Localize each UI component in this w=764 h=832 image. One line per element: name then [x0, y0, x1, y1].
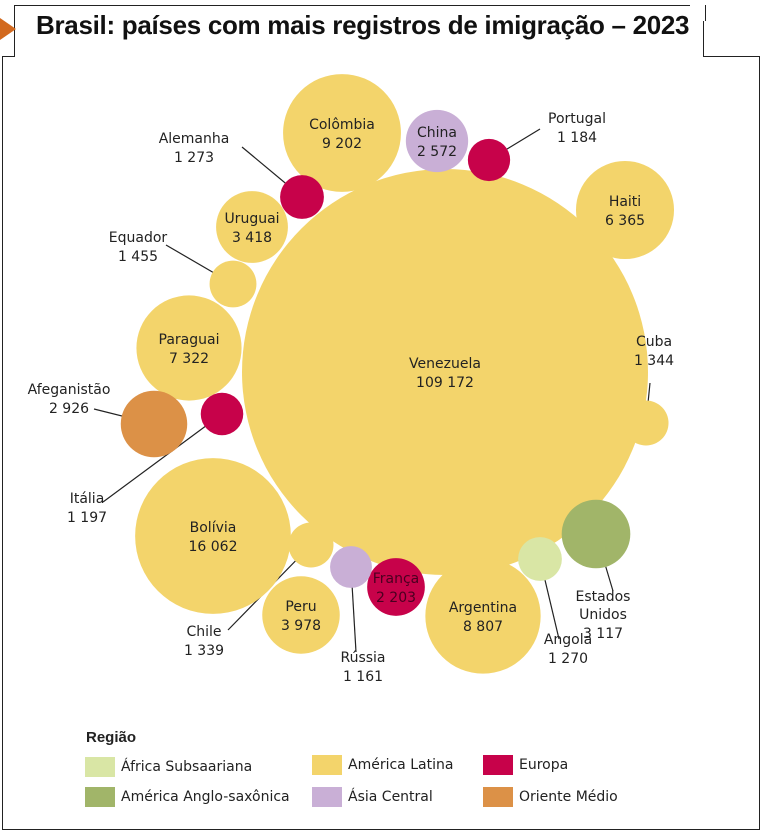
bubble-value-alemanha: 1 273 [174, 150, 214, 166]
bubble-afeganistao [120, 390, 188, 458]
bubble-label-haiti: Haiti [609, 194, 641, 210]
legend-item-africa-subsaariana: África Subsaariana [85, 756, 252, 778]
legend-swatch [312, 787, 342, 807]
bubble-value-russia: 1 161 [343, 669, 383, 685]
bubble-label-russia: Rússia [340, 650, 385, 666]
legend-item-oriente-medio: Oriente Médio [483, 786, 618, 808]
bubble-angola [518, 537, 562, 581]
legend-label: América Latina [348, 757, 454, 773]
bubble-value-cuba: 1 344 [634, 353, 674, 369]
legend-swatch [85, 787, 115, 807]
legend-item-america-anglo-saxonica: América Anglo-saxônica [85, 786, 290, 808]
bubble-china [405, 109, 469, 173]
bubble-value-china: 2 572 [417, 144, 457, 160]
legend-label: Europa [519, 757, 569, 773]
bubble-label-colombia: Colômbia [309, 117, 375, 133]
bubble-label-uruguai: Uruguai [224, 211, 279, 227]
bubble-cuba [623, 400, 669, 446]
bubble-russia [330, 546, 372, 588]
bubble-value-uruguai: 3 418 [232, 230, 272, 246]
legend-title: Região [86, 729, 137, 746]
bubble-value-venezuela: 109 172 [416, 375, 474, 391]
bubble-label-cuba: Cuba [636, 334, 672, 350]
bubble-value-bolivia: 16 062 [189, 539, 238, 555]
bubble-label-afeganistao: Afeganistão [28, 382, 111, 398]
bubble-value-peru: 3 978 [281, 618, 321, 634]
bubble-estados-unidos [561, 499, 631, 569]
bubble-bolivia [135, 458, 291, 614]
chart-title: Brasil: países com mais registros de imi… [36, 10, 690, 40]
bubble-label-chile: Chile [186, 624, 221, 640]
bubble-value-italia: 1 197 [67, 510, 107, 526]
bubble-alemanha [280, 175, 324, 219]
legend-label: América Anglo-saxônica [121, 789, 290, 805]
bubble-value-haiti: 6 365 [605, 213, 645, 229]
bubble-value-colombia: 9 202 [322, 136, 362, 152]
bubble-label-peru: Peru [285, 599, 316, 615]
legend-item-asia-central: Ásia Central [312, 786, 433, 808]
bubble-colombia [283, 74, 401, 192]
bubble-value-chile: 1 339 [184, 643, 224, 659]
bubble-peru [262, 576, 340, 654]
bubble-equador [209, 260, 257, 308]
title-tab [14, 5, 704, 57]
legend-swatch [85, 757, 115, 777]
bubble-label-estados-unidos-1: Estados [576, 589, 631, 605]
bubble-value-portugal: 1 184 [557, 130, 597, 146]
title-notch [690, 5, 706, 21]
bubble-label-bolivia: Bolívia [190, 520, 237, 536]
bubble-label-paraguai: Paraguai [159, 332, 220, 348]
bubble-paraguai [136, 295, 242, 401]
bubble-label-china: China [417, 125, 457, 141]
legend-swatch [483, 787, 513, 807]
bubble-portugal [467, 138, 511, 182]
legend-item-america-latina: América Latina [312, 754, 453, 776]
bubble-label-franca: França [373, 571, 420, 587]
bubble-value-paraguai: 7 322 [169, 351, 209, 367]
bubble-label-italia: Itália [70, 491, 105, 507]
bubble-value-estados-unidos: 3 117 [583, 626, 623, 642]
bubble-value-argentina: 8 807 [463, 619, 503, 635]
bubble-italia [200, 392, 244, 436]
legend-label: Oriente Médio [519, 789, 618, 805]
bubble-haiti [575, 160, 675, 260]
bubble-label-angola: Angola [544, 632, 592, 648]
bubble-label-equador: Equador [109, 230, 168, 246]
bubble-venezuela [242, 169, 648, 575]
legend-item-europa: Europa [483, 754, 568, 776]
bubble-franca [367, 558, 425, 616]
bubble-argentina [425, 558, 541, 674]
bubble-value-angola: 1 270 [548, 651, 588, 667]
bubble-value-franca: 2 203 [376, 590, 416, 606]
bubble-uruguai [216, 191, 288, 263]
title-marker-icon [0, 18, 16, 40]
bubble-label-venezuela: Venezuela [409, 356, 481, 372]
bubble-label-estados-unidos-2: Unidos [579, 607, 627, 623]
bubble-label-argentina: Argentina [449, 600, 517, 616]
leader-line-italia [102, 413, 223, 503]
bubble-label-alemanha: Alemanha [159, 131, 230, 147]
legend-swatch [312, 755, 342, 775]
legend-label: Ásia Central [348, 789, 433, 805]
bubble-value-equador: 1 455 [118, 249, 158, 265]
bubble-label-portugal: Portugal [548, 111, 606, 127]
bubble-value-afeganistao: 2 926 [49, 401, 89, 417]
bubble-chile [288, 522, 334, 568]
legend-swatch [483, 755, 513, 775]
legend-label: África Subsaariana [121, 759, 253, 775]
